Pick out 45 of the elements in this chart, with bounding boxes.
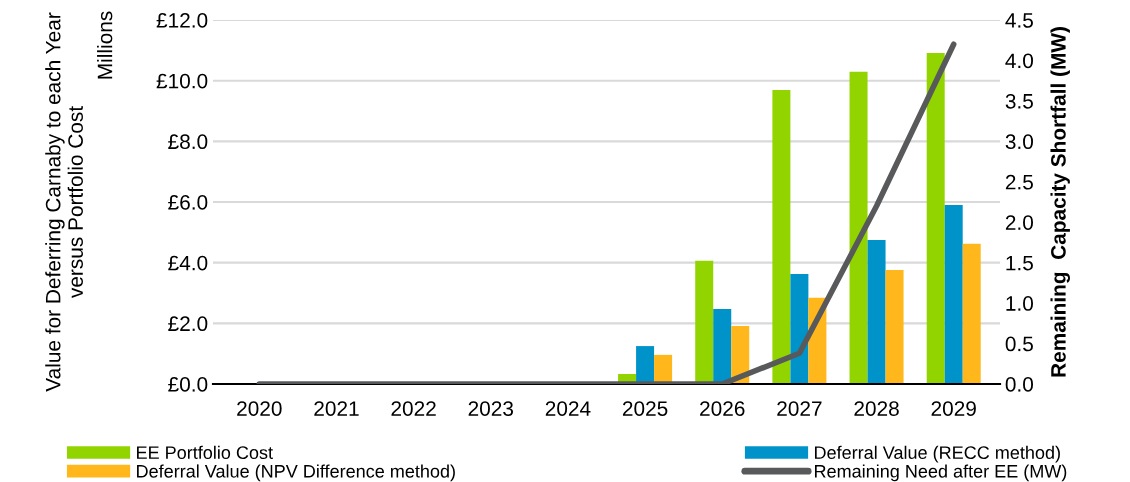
x-tick-label: 2025 <box>622 401 668 416</box>
bar <box>849 71 868 384</box>
bar <box>885 269 904 384</box>
legend-label: Remaining Need after EE (MW) <box>814 464 1067 482</box>
bar <box>944 205 963 384</box>
bar <box>926 53 945 384</box>
y-tick-label: £6.0 <box>168 195 208 210</box>
x-tick-label: 2021 <box>314 401 359 416</box>
x-tick-label: 2026 <box>700 401 745 416</box>
bar <box>790 273 809 384</box>
text: Millions <box>97 11 113 79</box>
y2-tick-label: 2.0 <box>1005 215 1034 230</box>
bar <box>636 346 655 384</box>
x-tick-label: 2024 <box>545 401 591 416</box>
legend-label: Deferral Value (NPV Difference method) <box>137 464 455 482</box>
x-tick-label: 2027 <box>777 401 822 416</box>
bar <box>962 243 981 384</box>
legend-label: EE Portfolio Cost <box>137 445 273 460</box>
y-tick-label: £4.0 <box>168 255 208 271</box>
x-tick-label: 2023 <box>468 401 514 416</box>
y-tick-label: £8.0 <box>168 134 208 150</box>
bar <box>772 90 791 384</box>
y2-tick-label: 1.0 <box>1006 296 1034 311</box>
bar <box>713 309 732 384</box>
y2-axis-title: Remaining Capacity Shortfall (MW) <box>1050 27 1070 377</box>
x-tick-label: 2020 <box>237 401 282 416</box>
x-tick-label: 2029 <box>931 401 976 416</box>
y-tick-label: £12.0 <box>156 13 208 28</box>
y2-tick-label: 4.0 <box>1005 53 1034 69</box>
legend-label: Deferral Value (RECC method) <box>814 445 1060 463</box>
y2-tick-label: 0.0 <box>1005 377 1034 392</box>
y-axis-title: Value for Deferring Carnaby to each Year versus Portfolio Cost <box>45 12 83 392</box>
y2-tick-label: 1.5 <box>1006 255 1033 271</box>
y-tick-label: £10.0 <box>156 73 208 89</box>
y2-tick-label: 3.0 <box>1005 134 1034 150</box>
y-tick-label: £2.0 <box>168 316 208 332</box>
y2-tick-label: 2.5 <box>1005 174 1033 190</box>
y-tick-label: £0.0 <box>168 377 208 392</box>
bar <box>867 239 886 384</box>
y2-tick-label: 4.5 <box>1005 13 1033 28</box>
x-tick-label: 2028 <box>854 401 899 416</box>
y2-tick-label: 3.5 <box>1005 93 1033 109</box>
y2-tick-label: 0.5 <box>1005 336 1033 352</box>
bar <box>695 260 714 384</box>
x-tick-label: 2022 <box>391 401 436 416</box>
